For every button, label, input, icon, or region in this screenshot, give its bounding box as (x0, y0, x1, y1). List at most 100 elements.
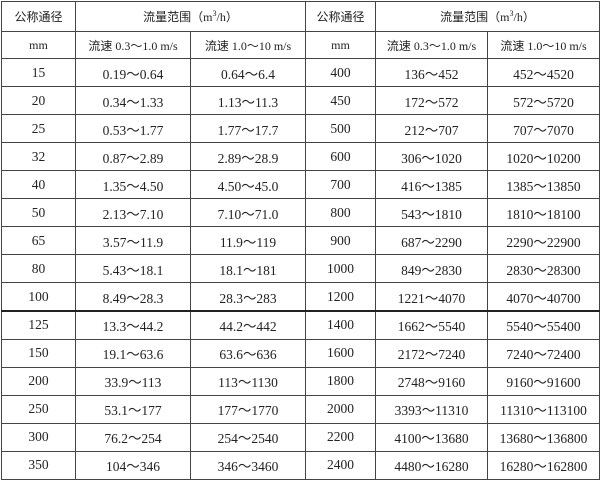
cell-low1: 33.9～113 (75, 366, 191, 396)
cell-low1: 19.1～63.6 (75, 338, 191, 368)
cell-high1: 44.2～442 (190, 310, 306, 340)
cell-dn1: 150 (1, 338, 76, 368)
unit-right: mm (305, 31, 376, 60)
cell-dn2: 600 (305, 142, 376, 172)
cell-low1: 8.49～28.3 (75, 282, 191, 312)
cell-low2: 1221～4070 (375, 282, 488, 312)
speed-low-right: 流速 0.3～1.0 m/s (375, 31, 488, 60)
flow-range-label: 流量范围（m (440, 10, 510, 25)
cell-high1: 113～1130 (190, 366, 306, 396)
cell-low2: 543～1810 (375, 198, 488, 228)
cell-high1: 1.13～11.3 (190, 86, 306, 116)
cell-dn1: 25 (1, 114, 76, 144)
cell-high1: 11.9～119 (190, 226, 306, 256)
cell-dn1: 125 (1, 310, 76, 340)
cell-low2: 136～452 (375, 58, 488, 88)
header-flow-range-left: 流量范围（m3/h） (75, 0, 306, 33)
flow-range-sup: 3 (509, 9, 514, 19)
cell-low1: 5.43～18.1 (75, 254, 191, 284)
cell-high2: 452～4520 (487, 58, 600, 88)
flow-range-sup: 3 (212, 9, 217, 19)
cell-high2: 5540～55400 (487, 310, 600, 340)
cell-low1: 1.35～4.50 (75, 170, 191, 200)
cell-dn1: 15 (1, 58, 76, 88)
cell-dn1: 65 (1, 226, 76, 256)
cell-high1: 28.3～283 (190, 282, 306, 312)
cell-high2: 572～5720 (487, 86, 600, 116)
header-flow-range-right: 流量范围（m3/h） (375, 0, 600, 33)
cell-high2: 2830～28300 (487, 254, 600, 284)
cell-high2: 9160～91600 (487, 366, 600, 396)
table-row: 50 2.13～7.10 7.10～71.0 800 543～1810 1810～1810… (1, 198, 600, 228)
cell-low2: 172～572 (375, 86, 488, 116)
cell-low2: 4480～16280 (375, 450, 488, 481)
cell-dn1: 250 (1, 394, 76, 424)
cell-dn2: 1200 (305, 282, 376, 312)
cell-high1: 1.77～17.7 (190, 114, 306, 144)
cell-high1: 2.89～28.9 (190, 142, 306, 172)
cell-low2: 2748～9160 (375, 366, 488, 396)
cell-high2: 11310～113100 (487, 394, 600, 424)
cell-high2: 2290～22900 (487, 226, 600, 256)
speed-high-left: 流速 1.0～10 m/s (190, 31, 306, 60)
cell-low1: 0.34～1.33 (75, 86, 191, 116)
table-row: 25 0.53～1.77 1.77～17.7 500 212～707 707～7070 (1, 114, 600, 144)
flow-range-suffix: /h） (513, 10, 535, 25)
cell-low2: 2172～7240 (375, 338, 488, 368)
cell-low2: 687～2290 (375, 226, 488, 256)
table-row: 200 33.9～113 113～1130 1800 2748～9160 9160～916… (1, 366, 600, 396)
cell-dn1: 80 (1, 254, 76, 284)
cell-dn2: 500 (305, 114, 376, 144)
cell-dn1: 50 (1, 198, 76, 228)
cell-high2: 16280～162800 (487, 450, 600, 481)
table-row: 300 76.2～254 254～2540 2200 4100～13680 13680～1… (1, 422, 600, 452)
header-nominal-diameter-right: 公称通径 (305, 0, 376, 33)
table-row: 20 0.34～1.33 1.13～11.3 450 172～572 572～5720 (1, 86, 600, 116)
cell-dn2: 1400 (305, 310, 376, 340)
cell-dn2: 2000 (305, 394, 376, 424)
table-row: 150 19.1～63.6 63.6～636 1600 2172～7240 7240～72… (1, 338, 600, 368)
cell-high2: 1020～10200 (487, 142, 600, 172)
cell-high2: 1385～13850 (487, 170, 600, 200)
cell-dn1: 350 (1, 450, 76, 481)
table-row: 125 13.3～44.2 44.2～442 1400 1662～5540 5540～55… (1, 310, 600, 340)
table-row: 250 53.1～177 177～1770 2000 3393～11310 11310～1… (1, 394, 600, 424)
cell-low2: 1662～5540 (375, 310, 488, 340)
cell-high1: 0.64～6.4 (190, 58, 306, 88)
table-row: 32 0.87～2.89 2.89～28.9 600 306～1020 1020～1020… (1, 142, 600, 172)
cell-low2: 306～1020 (375, 142, 488, 172)
cell-high2: 1810～18100 (487, 198, 600, 228)
cell-high1: 7.10～71.0 (190, 198, 306, 228)
table-row: 15 0.19～0.64 0.64～6.4 400 136～452 452～4520 (1, 58, 600, 88)
cell-high1: 254～2540 (190, 422, 306, 452)
speed-high-right: 流速 1.0～10 m/s (487, 31, 600, 60)
table-row: 40 1.35～4.50 4.50～45.0 700 416～1385 1385～1385… (1, 170, 600, 200)
cell-high1: 18.1～181 (190, 254, 306, 284)
table-row: 65 3.57～11.9 11.9～119 900 687～2290 2290～22900 (1, 226, 600, 256)
cell-dn1: 200 (1, 366, 76, 396)
cell-high1: 63.6～636 (190, 338, 306, 368)
flow-range-suffix: /h） (216, 10, 238, 25)
cell-low1: 76.2～254 (75, 422, 191, 452)
speed-low-left: 流速 0.3～1.0 m/s (75, 31, 191, 60)
table-row: 350 104～346 346～3460 2400 4480～16280 16280～16… (1, 450, 600, 481)
flow-range-label: 流量范围（m (143, 10, 213, 25)
cell-dn1: 100 (1, 282, 76, 312)
cell-dn2: 1800 (305, 366, 376, 396)
cell-low2: 416～1385 (375, 170, 488, 200)
cell-dn1: 32 (1, 142, 76, 172)
header-row: 公称通径 流量范围（m3/h） 公称通径 流量范围（m3/h） (1, 0, 600, 33)
cell-dn2: 700 (305, 170, 376, 200)
cell-dn1: 20 (1, 86, 76, 116)
unit-left: mm (1, 31, 76, 60)
cell-low1: 53.1～177 (75, 394, 191, 424)
cell-high1: 346～3460 (190, 450, 306, 481)
cell-dn2: 2200 (305, 422, 376, 452)
cell-high1: 4.50～45.0 (190, 170, 306, 200)
cell-low2: 849～2830 (375, 254, 488, 284)
table-row: 100 8.49～28.3 28.3～283 1200 1221～4070 4070～40… (1, 282, 600, 312)
cell-low1: 0.19～0.64 (75, 58, 191, 88)
cell-low1: 0.87～2.89 (75, 142, 191, 172)
cell-high2: 4070～40700 (487, 282, 600, 312)
